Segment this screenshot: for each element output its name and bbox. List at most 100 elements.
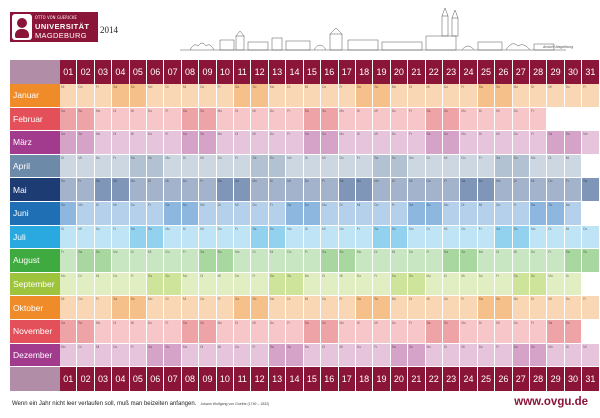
- weekday-abbr: Fr: [235, 226, 239, 231]
- month-label: Dezember: [10, 343, 60, 367]
- weekday-abbr: Sa: [478, 85, 483, 89]
- weekday-abbr: Do: [513, 132, 518, 137]
- day-cell: Sa: [529, 201, 548, 225]
- weekday-abbr: Di: [443, 273, 447, 278]
- weekday-abbr: So: [235, 179, 239, 184]
- day-cell: Mi: [164, 178, 182, 201]
- website-link[interactable]: www.ovgu.de: [514, 396, 588, 408]
- weekday-abbr: Sa: [130, 226, 135, 231]
- day-number: 30: [564, 367, 583, 392]
- day-cell: Do: [129, 201, 148, 225]
- day-cell: Mo: [216, 107, 235, 131]
- day-cell: Fr: [216, 84, 235, 107]
- weekday-abbr: Di: [356, 132, 360, 137]
- day-number: 20: [390, 367, 409, 392]
- day-cell: Di: [181, 154, 200, 178]
- weekday-abbr: Mo: [269, 85, 275, 89]
- day-cell: Mo: [390, 296, 409, 319]
- day-cell: Fr: [477, 225, 496, 249]
- weekday-abbr: So: [95, 250, 100, 255]
- day-cell: Mo: [216, 131, 235, 154]
- quote-citation: Johann Wolfgang von Goethe (1749 – 1832): [200, 402, 270, 406]
- day-cell: Di: [77, 272, 95, 296]
- day-cell: Mi: [529, 178, 548, 201]
- weekday-abbr: Mo: [217, 320, 223, 325]
- day-cell: Sa: [442, 249, 461, 272]
- weekday-abbr: Di: [478, 132, 482, 137]
- day-cell: Mo: [164, 154, 182, 178]
- day-cell: Sa: [390, 343, 409, 367]
- weekday-abbr: So: [478, 179, 483, 184]
- day-number: 07: [164, 60, 182, 84]
- day-cell: Mi: [181, 84, 200, 107]
- day-cell: Mo: [94, 131, 113, 154]
- weekday-abbr: Mi: [443, 155, 448, 160]
- day-cell: Mo: [60, 272, 78, 296]
- day-cell: Di: [373, 249, 391, 272]
- day-cell: Di: [234, 131, 252, 154]
- weekday-abbr: Sa: [269, 344, 274, 349]
- day-cell: Mi: [373, 319, 391, 343]
- day-number: 05: [129, 60, 148, 84]
- weekday-abbr: Sa: [322, 250, 326, 255]
- weekday-abbr: Fr: [339, 297, 343, 302]
- weekday-abbr: Mi: [374, 132, 378, 137]
- day-cell: Mo: [181, 272, 200, 296]
- weekday-abbr: Fr: [583, 297, 587, 302]
- day-cell: So: [338, 249, 356, 272]
- day-cell: Mi: [512, 249, 530, 272]
- weekday-abbr: Mo: [304, 273, 310, 278]
- day-cell: Sa: [181, 107, 200, 131]
- weekday-abbr: Di: [356, 320, 360, 325]
- weekday-abbr: Mo: [426, 344, 431, 349]
- day-cell: So: [477, 178, 496, 201]
- weekday-abbr: So: [148, 226, 152, 231]
- weekday-abbr: Mi: [217, 273, 222, 278]
- day-cell: Di: [442, 272, 461, 296]
- day-cell: Mi: [286, 178, 304, 201]
- weekday-abbr: Mo: [95, 132, 101, 137]
- quote-text: Wenn ein Jahr nicht leer verlaufen soll,…: [12, 401, 197, 407]
- day-cell: [582, 107, 600, 131]
- weekday-abbr: Fr: [583, 85, 587, 89]
- day-cell: [582, 154, 600, 178]
- day-cell: Mi: [547, 296, 565, 319]
- day-number: 07: [164, 367, 182, 392]
- day-number: 22: [425, 367, 443, 392]
- day-header-bottom: 01 02 03 04 05 06 07 08 09 10 11 12 13 14 15 16 17 18 19 20…: [10, 367, 600, 392]
- month-row: September Mo Di Mi Do Fr Sa So Mo Di Mi Do Fr Sa So Mo D…: [10, 272, 600, 297]
- day-cell: Di: [112, 131, 130, 154]
- day-cell: Mo: [303, 343, 322, 367]
- day-cell: Mi: [408, 178, 426, 201]
- weekday-abbr: Fr: [113, 226, 117, 231]
- day-cell: Fr: [338, 296, 356, 319]
- day-cell: Mi: [442, 225, 461, 249]
- weekday-abbr: Sa: [409, 202, 414, 207]
- day-number: 06: [147, 60, 165, 84]
- day-cell: So: [147, 225, 165, 249]
- day-cell: Do: [390, 131, 409, 154]
- weekday-abbr: Di: [61, 226, 65, 231]
- weekday-abbr: Di: [287, 297, 291, 302]
- day-cell: So: [251, 296, 269, 319]
- weekday-abbr: Sa: [113, 297, 118, 302]
- weekday-abbr: Mi: [287, 179, 291, 184]
- month-row: Juni So Mo Di Mi Do Fr Sa So Mo Di Mi Do Fr Sa So Mo Di Mi…: [10, 201, 600, 226]
- weekday-abbr: Do: [148, 132, 153, 137]
- weekday-abbr: So: [287, 344, 292, 349]
- day-cell: Mi: [94, 343, 113, 367]
- day-cell: Sa: [495, 225, 513, 249]
- day-cell: So: [60, 201, 78, 225]
- day-cell: Di: [286, 296, 304, 319]
- day-cell: So: [495, 296, 513, 319]
- day-cell: Fr: [529, 319, 548, 343]
- weekday-abbr: So: [409, 344, 414, 349]
- day-cell: Di: [60, 225, 78, 249]
- weekday-abbr: Fr: [496, 344, 500, 349]
- day-cell: Do: [286, 249, 304, 272]
- day-cell: Mi: [495, 319, 513, 343]
- weekday-abbr: So: [322, 132, 326, 137]
- day-cell: So: [129, 84, 148, 107]
- weekday-abbr: Sa: [165, 202, 170, 207]
- day-cell: Mo: [112, 249, 130, 272]
